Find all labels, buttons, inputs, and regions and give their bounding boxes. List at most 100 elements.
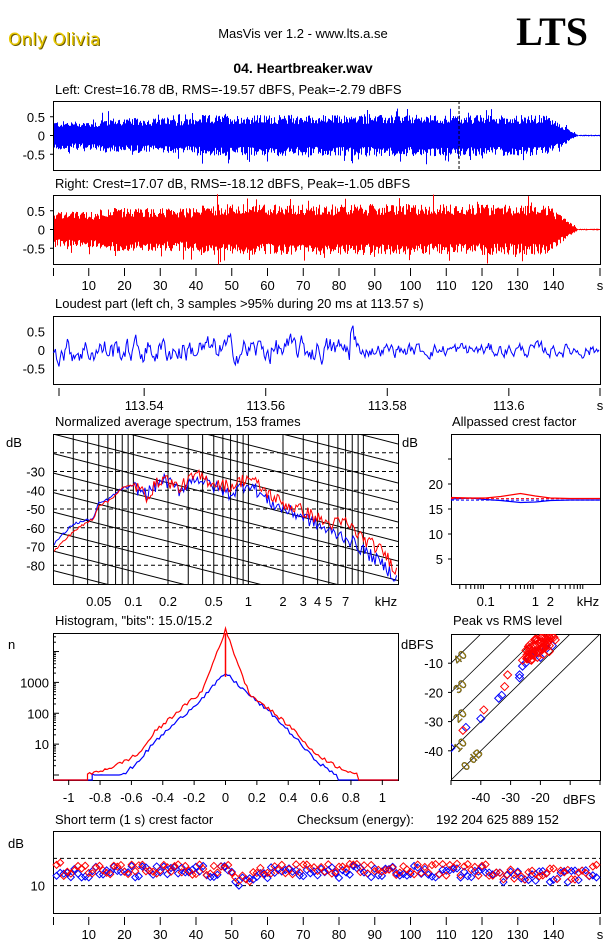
short-crest-point-left (574, 875, 583, 885)
short-crest-point-right (574, 868, 583, 877)
histogram-xtick-label: -0.6 (120, 790, 142, 805)
short-crest-point-left (338, 866, 347, 875)
spectrum-xtick-label: 3 (300, 594, 307, 609)
left-waveform-ytick-label: -0.5 (23, 147, 45, 162)
short-crest-point-left (105, 868, 115, 877)
peak-rms-point-right (502, 670, 513, 680)
short-crest-point-left (377, 871, 387, 881)
short-crest-xaxis-tick-label: 140 (543, 927, 565, 942)
short-crest-point-right (588, 862, 598, 871)
checksum-label: Checksum (energy): (297, 812, 415, 827)
short-crest-point-left (77, 873, 86, 882)
short-crest-point-right (577, 866, 587, 875)
artist-logo: Only Olivia (8, 30, 101, 50)
crest-line-label: 20 (450, 706, 470, 726)
crest-line-label: 30 (450, 677, 470, 697)
right-waveform-xaxis-tick-label: 90 (368, 278, 382, 293)
histogram-xtick-label: 1 (379, 790, 386, 805)
peak-rms-point-left (451, 743, 456, 753)
short-crest-point-left (288, 867, 297, 876)
spectrum-xtick-label: 0.2 (159, 594, 177, 609)
peak-rms-point-right (539, 637, 550, 647)
short-crest-point-left (299, 871, 308, 881)
spectrum-ytick-label: -70 (26, 540, 45, 555)
peak-rms-point-right (536, 634, 547, 643)
peak-rms-point-right (533, 648, 544, 658)
short-crest-point-right (560, 868, 569, 877)
short-crest-point-left (80, 872, 90, 881)
peak-rms-ytick-label: -40 (424, 744, 443, 759)
short-crest-xaxis-tick-label: 50 (225, 927, 239, 942)
allpass-xtick-label: 2 (547, 594, 554, 609)
short-crest-point-right (52, 860, 61, 870)
short-crest-point-left (59, 869, 68, 878)
short-crest-point-right (413, 860, 422, 869)
loudest-part-xtick-label: 113.6 (493, 398, 525, 413)
histogram-ylabel: n (8, 637, 16, 652)
short-crest-point-left (263, 873, 272, 883)
short-crest-point-right (452, 859, 462, 868)
short-crest-point-left (538, 866, 548, 876)
spectrum-ylabel: dB (6, 435, 22, 450)
allpass-ytick-label: 20 (429, 477, 443, 492)
histogram-xtick-label: 0.8 (342, 790, 360, 805)
short-crest-frame (53, 831, 601, 914)
short-crest-point-right (116, 860, 126, 870)
right-waveform-xaxis-tick-label: 70 (296, 278, 310, 293)
short-crest-point-right (181, 861, 190, 871)
loudest-part-signal (52, 325, 600, 367)
loudest-part-ytick-label: 0 (38, 343, 45, 358)
spectrum-slant-line (127, 434, 398, 503)
short-crest-point-right (520, 875, 530, 884)
short-crest-point-right (506, 865, 515, 874)
short-crest-point-right (327, 869, 337, 878)
peak-rms-point-right (522, 654, 533, 664)
short-crest-point-right (456, 870, 465, 880)
short-crest-point-left (517, 874, 526, 883)
short-crest-point-right (73, 861, 83, 871)
short-crest-point-left (467, 872, 476, 882)
short-crest-point-left (266, 863, 276, 872)
short-crest-point-right (366, 860, 376, 870)
short-crest-point-right (531, 869, 540, 879)
loudest-part-ytick-label: -0.5 (23, 361, 45, 376)
spectrum-ytick-label: -60 (26, 521, 45, 536)
short-crest-point-left (527, 870, 537, 879)
short-crest-point-left (134, 872, 144, 881)
short-crest-point-right (98, 866, 108, 875)
short-crest-point-left (206, 872, 215, 882)
loudest-part-frame (53, 316, 601, 385)
short-crest-point-left (231, 877, 240, 886)
left-waveform-title: Left: Crest=16.78 dB, RMS=-19.57 dBFS, P… (55, 82, 402, 97)
short-crest-point-left (220, 862, 229, 871)
loudest-part-xtick-label: 113.54 (125, 398, 164, 413)
short-crest-point-left (456, 873, 465, 882)
peak-rms-xtick-label: -40 (471, 790, 490, 805)
short-crest-point-right (406, 867, 415, 877)
spectrum-slant-line (53, 492, 398, 581)
short-crest-point-left (177, 863, 186, 872)
allpass-ytick-label: 10 (429, 527, 443, 542)
short-crest-xaxis-tick-label: 30 (153, 927, 167, 942)
right-waveform-xaxis-tick-label: s (597, 278, 604, 293)
right-waveform-xaxis-tick-label: 100 (400, 278, 422, 293)
checksum-value: 192 204 625 889 152 (436, 812, 559, 827)
short-crest-point-left (581, 866, 590, 875)
right-waveform-xaxis-tick-label: 110 (436, 278, 457, 293)
short-crest-point-left (173, 869, 183, 878)
histogram-ytick-label: 1000 (20, 675, 49, 690)
short-crest-point-left (259, 869, 269, 878)
peak-rms-point-right (541, 640, 552, 651)
allpass-xtick-label: 1 (532, 594, 539, 609)
histogram-xtick-label: 0.4 (279, 790, 297, 805)
app-title: MasVis ver 1.2 - www.lts.a.se (218, 26, 388, 41)
histogram-xtick-label: 0 (222, 790, 229, 805)
spectrum-xtick-label: 1 (245, 594, 252, 609)
peak-rms-title: Peak vs RMS level (453, 613, 563, 628)
right-waveform-xaxis-tick-label: 30 (153, 278, 167, 293)
short-crest-point-right (409, 870, 419, 879)
short-crest-point-right (245, 877, 254, 886)
histogram-xtick-label: -0.4 (152, 790, 174, 805)
short-crest-point-right (331, 867, 340, 877)
short-crest-point-left (195, 867, 204, 876)
